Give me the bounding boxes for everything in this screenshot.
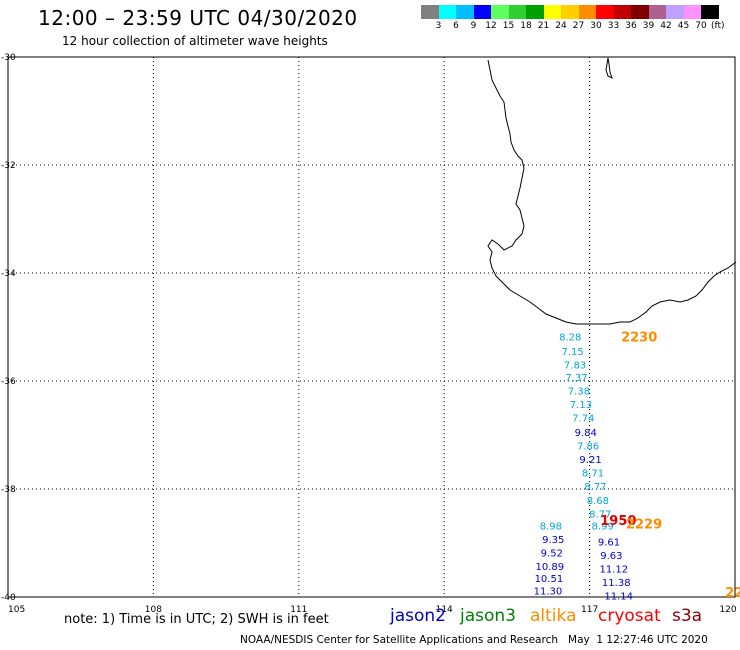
- colorbar-swatch: [508, 5, 526, 19]
- swh-value: 8.98: [540, 522, 562, 533]
- colorbar-swatch: [526, 5, 544, 19]
- swh-value: 7.15: [562, 347, 584, 358]
- colorbar-swatch: [648, 5, 666, 19]
- swh-value: 8.99: [592, 522, 614, 533]
- generated-timestamp: May 1 12:27:46 UTC 2020: [568, 634, 708, 646]
- colorbar-tick-label: 27: [572, 21, 585, 31]
- colorbar-tick-label: 18: [520, 21, 532, 31]
- legend-jason2: jason2: [390, 606, 446, 626]
- pass-time-label: 1950: [600, 514, 636, 529]
- lon-tick-label: 111: [290, 605, 307, 615]
- swh-value: 7.74: [572, 414, 594, 425]
- colorbar-tick-label: 42: [660, 21, 672, 31]
- swh-observations: 8.28 7.15 7.837.37 7.38 7.13 7.74 9.84 7.86 9.21…: [534, 333, 633, 603]
- swh-value: 11.12: [600, 565, 629, 576]
- swh-value: 9.84: [575, 428, 597, 439]
- swh-value: 7.38: [568, 387, 590, 398]
- swh-value: 9.35: [542, 535, 564, 546]
- swh-value: 10.89: [536, 562, 565, 573]
- swh-value: 8.68: [587, 496, 609, 507]
- coastline-west-coast: [487, 59, 737, 325]
- colorbar-swatch: [473, 5, 491, 19]
- map-subtitle: 12 hour collection of altimeter wave hei…: [62, 34, 328, 48]
- swh-value: 11.14: [604, 592, 633, 603]
- colorbar-swatch: [543, 5, 561, 19]
- colorbar-swatch: [631, 5, 649, 19]
- lon-tick-label: 114: [436, 605, 453, 615]
- colorbar-swatch: [596, 5, 614, 19]
- coastline-island: [605, 57, 613, 79]
- lon-tick-label: 120: [719, 605, 736, 615]
- colorbar-swatch: [613, 5, 631, 19]
- colorbar-swatch: [701, 5, 719, 19]
- lon-tick-label: 117: [581, 605, 598, 615]
- colorbar-swatch: [456, 5, 474, 19]
- swh-value: 9.52: [541, 549, 563, 560]
- colorbar-tick-label: 24: [555, 21, 567, 31]
- colorbar-tick-label: 36: [625, 21, 637, 31]
- map-frame: [7, 56, 736, 598]
- pass-time-label: 2229: [626, 517, 662, 532]
- legend-s3a: s3a: [672, 606, 703, 626]
- footer-credit: NOAA/NESDIS Center for Satellite Applica…: [240, 634, 708, 646]
- colorbar-unit: (ft): [711, 21, 725, 31]
- swh-value: 7.86: [577, 442, 599, 453]
- colorbar-tick-label: 12: [485, 21, 497, 31]
- colorbar-tick-label: 15: [502, 21, 515, 31]
- colorbar-swatch: [561, 5, 579, 19]
- swh-value: 7.37: [565, 373, 587, 384]
- colorbar-swatch: [491, 5, 509, 19]
- colorbar-tick-label: 39: [642, 21, 655, 31]
- legend-cryosat: cryosat: [598, 606, 661, 626]
- colorbar-tick-label: 9: [470, 21, 477, 31]
- colorbar-tick-label: 33: [607, 21, 620, 31]
- colorbar-tick-label: 6: [453, 21, 459, 31]
- swh-value: 7.13: [570, 400, 592, 411]
- swh-value: 9.61: [598, 538, 620, 549]
- colorbar-swatch: [578, 5, 596, 19]
- swh-value: 8.77: [589, 510, 611, 521]
- lat-tick-label: -40: [1, 593, 16, 603]
- note-text: note: 1) Time is in UTC; 2) SWH is in fe…: [64, 612, 329, 627]
- swh-value: 8.28: [559, 333, 581, 344]
- legend-jason3: jason3: [460, 606, 516, 626]
- colorbar-tick-label: 21: [537, 21, 550, 31]
- credit-text: NOAA/NESDIS Center for Satellite Applica…: [240, 634, 558, 646]
- swh-value: 11.38: [602, 578, 631, 589]
- colorbar-tick-label: 45: [677, 21, 690, 31]
- swh-value: 10.51: [535, 574, 564, 585]
- colorbar-swatch: [421, 5, 439, 19]
- colorbar-swatch: [438, 5, 456, 19]
- swh-value: 7.83: [564, 361, 586, 372]
- lon-tick-label: 108: [145, 605, 162, 615]
- colorbar-tick-label: 3: [435, 21, 442, 31]
- colorbar-tick-label: 70: [695, 21, 707, 31]
- swh-value: 9.63: [600, 551, 622, 562]
- pass-time-label: 2230: [621, 331, 657, 346]
- colorbar-swatch: [666, 5, 684, 19]
- colorbar: [421, 5, 719, 19]
- legend-altika: altika: [530, 606, 577, 626]
- lon-tick-label: 105: [8, 605, 25, 615]
- swh-value: 11.30: [534, 586, 563, 597]
- colorbar-swatch: [683, 5, 701, 19]
- swh-value: 8.71: [582, 469, 604, 480]
- map-title: 12:00 – 23:59 UTC 04/30/2020: [38, 6, 358, 30]
- pass-time-label: 22: [725, 586, 740, 601]
- colorbar-tick-label: 30: [590, 21, 602, 31]
- swh-value: 8.77: [584, 482, 606, 493]
- swh-value: 9.21: [579, 455, 601, 466]
